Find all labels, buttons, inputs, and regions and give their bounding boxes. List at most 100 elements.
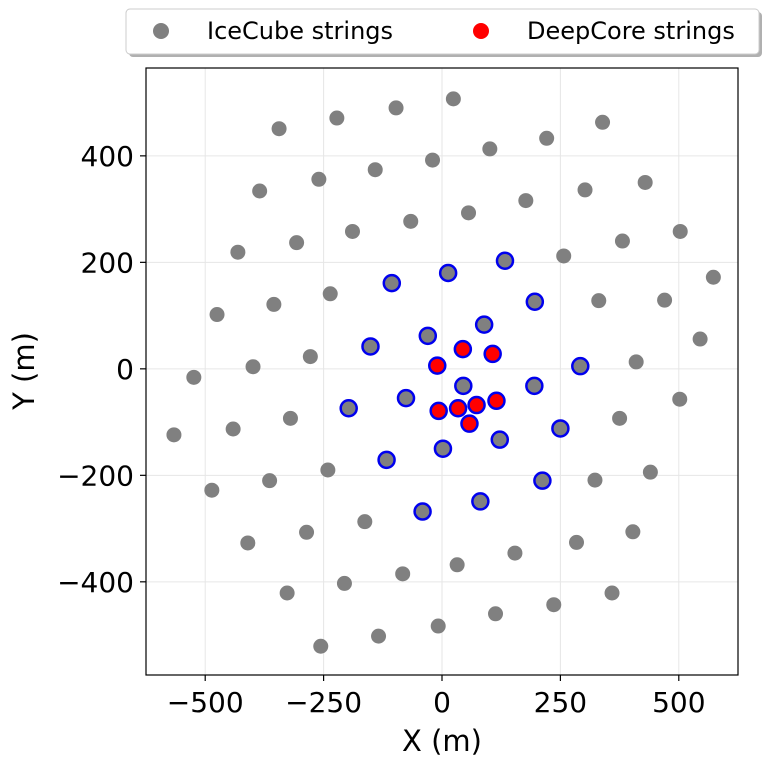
icecube-string-point [311, 171, 327, 187]
icecube-string-point [672, 223, 688, 239]
deepcore-string-point [467, 395, 486, 415]
icecube-string-point [637, 174, 653, 190]
deepcore-string-point [448, 398, 468, 418]
deepcore-string-point [460, 414, 479, 433]
grid [146, 68, 738, 675]
icecube-string-point [357, 514, 373, 530]
icecube-string-point [425, 152, 441, 168]
icecube-string-point [672, 391, 688, 407]
icecube-string-point [230, 244, 246, 260]
icecube-string-point [266, 296, 282, 312]
y-tick-label: 0 [116, 353, 134, 386]
icecube-string-point [166, 427, 182, 443]
legend-box [125, 8, 760, 55]
icecube-string-point [591, 293, 607, 309]
deepcore-string-point [483, 344, 502, 364]
icecube-string-point [604, 585, 620, 601]
ring-string-point [438, 263, 458, 283]
icecube-string-point [320, 462, 336, 478]
icecube-series [166, 91, 721, 654]
ring-string-point [413, 502, 432, 521]
y-tick-label: 400 [81, 140, 134, 173]
legend-icecube-marker [153, 23, 169, 39]
icecube-string-point [556, 248, 572, 264]
x-axis-label: X (m) [402, 724, 482, 758]
icecube-string-point [252, 183, 268, 199]
icecube-string-point [186, 369, 202, 385]
ring-string-point [525, 376, 544, 396]
deepcore-string-point [487, 391, 506, 411]
icecube-string-point [395, 566, 411, 582]
icecube-string-point [240, 535, 256, 551]
x-tick-label: 250 [534, 686, 587, 719]
icecube-string-point [569, 534, 585, 550]
x-tick-label: 500 [652, 686, 705, 719]
ring-string-point [454, 376, 473, 396]
y-axis-label: Y (m) [7, 332, 41, 411]
axis-ticks: −500 −250 0 250 500 −400 −200 0 200 400 [57, 140, 705, 719]
icecube-string-point [322, 286, 338, 302]
icecube-string-point [388, 100, 404, 116]
legend: IceCube strings DeepCore strings [125, 8, 762, 57]
y-tick-label: −400 [57, 566, 134, 599]
deepcore-string-point [428, 356, 447, 375]
ring-string-point [433, 439, 453, 458]
ring-string-point [525, 292, 545, 311]
ring-string-point [495, 251, 515, 270]
icecube-string-point [430, 618, 446, 634]
icecube-string-point [482, 141, 498, 157]
icecube-string-point [595, 114, 611, 130]
icecube-string-point [225, 421, 241, 437]
icecube-string-point [692, 331, 708, 347]
icecube-string-point [302, 349, 318, 365]
icecube-string-point [313, 638, 329, 654]
icecube-string-point [299, 524, 315, 540]
legend-deepcore-marker [473, 23, 489, 39]
icecube-string-point [371, 628, 387, 644]
icecube-string-point [279, 585, 295, 601]
deepcore-string-point [453, 339, 473, 359]
ring-string-point [377, 450, 396, 470]
icecube-string-point [449, 557, 465, 573]
icecube-string-point [445, 91, 461, 107]
icecube-string-point [209, 307, 225, 323]
icecube-string-point [204, 482, 220, 498]
icecube-string-point [336, 575, 352, 591]
x-tick-label: 0 [433, 686, 451, 719]
icecube-string-point [612, 410, 628, 426]
ring-string-point [551, 419, 570, 438]
icecube-string-point [546, 597, 562, 613]
icecube-string-point [507, 545, 523, 561]
ring-string-point [418, 326, 438, 346]
icecube-string-point [403, 213, 419, 229]
ring-series [339, 251, 590, 521]
icecube-string-point [488, 606, 504, 622]
icecube-string-point [367, 162, 383, 178]
legend-deepcore-label: DeepCore strings [527, 17, 735, 45]
ring-string-point [474, 315, 494, 334]
x-tick-label: −250 [285, 686, 362, 719]
icecube-string-point [625, 524, 641, 540]
y-tick-label: −200 [57, 459, 134, 492]
icecube-string-point [587, 472, 603, 488]
icecube-string-point [245, 359, 261, 375]
icecube-string-point [628, 354, 644, 370]
icecube-string-point [461, 205, 477, 221]
ring-string-point [490, 430, 510, 449]
icecube-string-point [577, 182, 593, 198]
icecube-string-point [282, 410, 298, 426]
deepcore-series [428, 339, 506, 433]
icecube-string-point [289, 235, 305, 251]
icecube-string-point [344, 223, 360, 239]
ring-string-point [533, 471, 552, 490]
icecube-string-point [329, 110, 345, 126]
icecube-string-point [518, 193, 534, 209]
icecube-string-point [642, 464, 658, 480]
ring-string-point [396, 388, 416, 408]
ring-string-point [361, 337, 380, 356]
y-tick-label: 200 [81, 246, 134, 279]
icecube-string-point [262, 473, 278, 489]
icecube-string-point [657, 292, 673, 308]
ring-string-point [571, 356, 590, 376]
